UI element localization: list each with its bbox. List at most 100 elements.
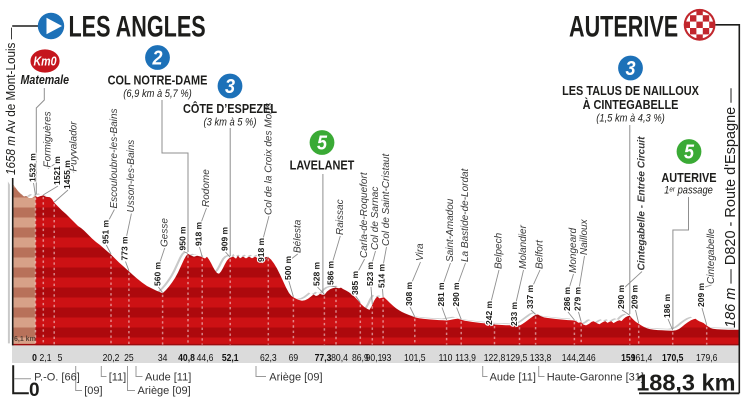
svg-text:159: 159 — [621, 352, 635, 363]
svg-text:Col de la Croix des Morts: Col de la Croix des Morts — [264, 103, 275, 215]
svg-text:188,3 km: 188,3 km — [636, 370, 735, 396]
svg-text:170,5: 170,5 — [662, 352, 683, 363]
svg-text:209 m: 209 m — [630, 284, 640, 309]
svg-text:918 m: 918 m — [194, 221, 204, 246]
svg-text:951 m: 951 m — [101, 219, 111, 244]
svg-text:586 m: 586 m — [326, 260, 336, 285]
svg-text:909 m: 909 m — [220, 226, 230, 251]
svg-text:Gesse: Gesse — [159, 218, 170, 247]
svg-text:129,5: 129,5 — [506, 352, 527, 363]
svg-text:25: 25 — [124, 352, 134, 363]
svg-text:113,9: 113,9 — [455, 352, 476, 363]
svg-text:308 m: 308 m — [404, 281, 414, 306]
svg-text:[09]: [09] — [84, 385, 102, 397]
svg-text:385 m: 385 m — [350, 270, 360, 295]
svg-text:AUTERIVE: AUTERIVE — [661, 170, 716, 185]
svg-text:133,8: 133,8 — [530, 352, 551, 363]
svg-text:80,4: 80,4 — [331, 352, 348, 363]
svg-text:1658 m Av de Mont-Louis —: 1658 m Av de Mont-Louis — — [3, 27, 18, 175]
svg-text:Col de Sarnac: Col de Sarnac — [370, 187, 381, 250]
svg-text:0: 0 — [32, 352, 37, 363]
svg-text:918 m: 918 m — [256, 237, 266, 262]
svg-text:69: 69 — [289, 352, 299, 363]
svg-text:Aude [11]: Aude [11] — [145, 372, 191, 384]
svg-text:186 m: 186 m — [662, 293, 672, 318]
svg-text:77,3: 77,3 — [315, 352, 332, 363]
svg-text:Saint-Amadou: Saint-Amadou — [445, 198, 456, 262]
svg-text:290 m: 290 m — [616, 284, 626, 309]
svg-text:5: 5 — [684, 142, 694, 164]
svg-text:Usson-les-Bains: Usson-les-Bains — [126, 140, 137, 213]
svg-text:44,6: 44,6 — [197, 352, 214, 363]
svg-text:(3 km à 5 %): (3 km à 5 %) — [204, 117, 257, 129]
svg-text:3: 3 — [225, 76, 235, 98]
svg-text:Mongeard: Mongeard — [568, 228, 579, 273]
svg-text:161,4: 161,4 — [631, 352, 652, 363]
svg-text:Formiguères: Formiguères — [43, 111, 54, 167]
svg-text:Aude [11]: Aude [11] — [490, 372, 536, 384]
svg-text:La Bastide-de-Lordat: La Bastide-de-Lordat — [460, 167, 471, 262]
svg-text:34: 34 — [158, 352, 168, 363]
svg-text:Bélesta: Bélesta — [292, 219, 303, 253]
svg-text:Molandier: Molandier — [518, 224, 529, 269]
svg-text:Cintegabelle: Cintegabelle — [706, 228, 717, 284]
svg-text:523 m: 523 m — [365, 261, 375, 286]
svg-text:186 m — D820 - Route d'Espagne: 186 m — D820 - Route d'Espagne — — [723, 88, 739, 328]
svg-text:COL NOTRE-DAME: COL NOTRE-DAME — [108, 73, 208, 88]
svg-text:2,1: 2,1 — [40, 352, 52, 363]
svg-text:Escouloubre-les-Bains: Escouloubre-les-Bains — [109, 108, 120, 208]
svg-text:20,2: 20,2 — [103, 352, 120, 363]
svg-text:62,3: 62,3 — [260, 352, 277, 363]
svg-text:514 m: 514 m — [377, 263, 387, 288]
svg-text:93: 93 — [382, 352, 392, 363]
svg-text:5: 5 — [317, 133, 327, 155]
svg-text:1455 m: 1455 m — [62, 160, 72, 189]
svg-text:1er passage: 1er passage — [664, 185, 713, 197]
svg-text:(6,9 km à 5,7 %): (6,9 km à 5,7 %) — [123, 88, 191, 100]
svg-text:[11]: [11] — [109, 372, 127, 384]
svg-text:Ariège [09]: Ariège [09] — [138, 385, 191, 397]
svg-text:AUTERIVE: AUTERIVE — [569, 9, 678, 43]
svg-text:773 m: 773 m — [120, 236, 130, 261]
svg-text:P.-O. [66]: P.-O. [66] — [34, 372, 80, 384]
svg-text:Belfort: Belfort — [535, 239, 546, 269]
svg-text:Matemale: Matemale — [21, 72, 70, 87]
svg-text:Cintegabelle - Entrée Circuit: Cintegabelle - Entrée Circuit — [637, 136, 648, 271]
svg-text:1532 m: 1532 m — [28, 153, 38, 182]
svg-text:110: 110 — [439, 352, 453, 363]
svg-text:950 m: 950 m — [178, 226, 188, 251]
svg-text:2: 2 — [152, 48, 163, 70]
svg-text:Ariège [09]: Ariège [09] — [269, 372, 322, 384]
svg-text:Puyvalador: Puyvalador — [69, 121, 80, 172]
svg-text:(1,5 km à 4,3 %): (1,5 km à 4,3 %) — [596, 113, 664, 125]
svg-text:0: 0 — [29, 380, 40, 401]
svg-text:286 m: 286 m — [562, 286, 572, 311]
svg-text:Col de Saint-Cristaut: Col de Saint-Cristaut — [381, 153, 392, 246]
svg-text:281 m: 281 m — [436, 282, 446, 307]
svg-text:Rodome: Rodome — [201, 169, 212, 207]
svg-text:CÔTE D’ESPEZEL: CÔTE D’ESPEZEL — [183, 100, 277, 116]
svg-text:290 m: 290 m — [451, 282, 461, 307]
svg-text:86,9: 86,9 — [352, 352, 369, 363]
svg-text:500 m: 500 m — [283, 255, 293, 280]
svg-text:101,5: 101,5 — [404, 352, 425, 363]
svg-text:Raissac: Raissac — [335, 199, 346, 235]
svg-text:LES TALUS DE NAILLOUX: LES TALUS DE NAILLOUX — [562, 83, 699, 98]
svg-text:279 m: 279 m — [573, 286, 583, 311]
svg-text:6,1 km: 6,1 km — [14, 336, 36, 343]
svg-text:Vira: Vira — [415, 243, 426, 261]
svg-text:Nailloux: Nailloux — [579, 218, 590, 255]
svg-text:122,8: 122,8 — [484, 352, 505, 363]
svg-text:144,2: 144,2 — [562, 352, 583, 363]
svg-text:Carla-de-Roquefort: Carla-de-Roquefort — [359, 171, 370, 258]
svg-text:LES ANGLES: LES ANGLES — [69, 9, 206, 43]
svg-text:Belpech: Belpech — [494, 232, 505, 269]
svg-text:242 m: 242 m — [484, 300, 494, 325]
svg-text:1521 m: 1521 m — [52, 156, 62, 185]
svg-text:233 m: 233 m — [509, 301, 519, 326]
svg-text:528 m: 528 m — [312, 261, 322, 286]
svg-text:146: 146 — [581, 352, 595, 363]
svg-text:40,8: 40,8 — [178, 352, 195, 363]
svg-text:À CINTEGABELLE: À CINTEGABELLE — [583, 96, 679, 112]
svg-text:LAVELANET: LAVELANET — [290, 158, 355, 173]
